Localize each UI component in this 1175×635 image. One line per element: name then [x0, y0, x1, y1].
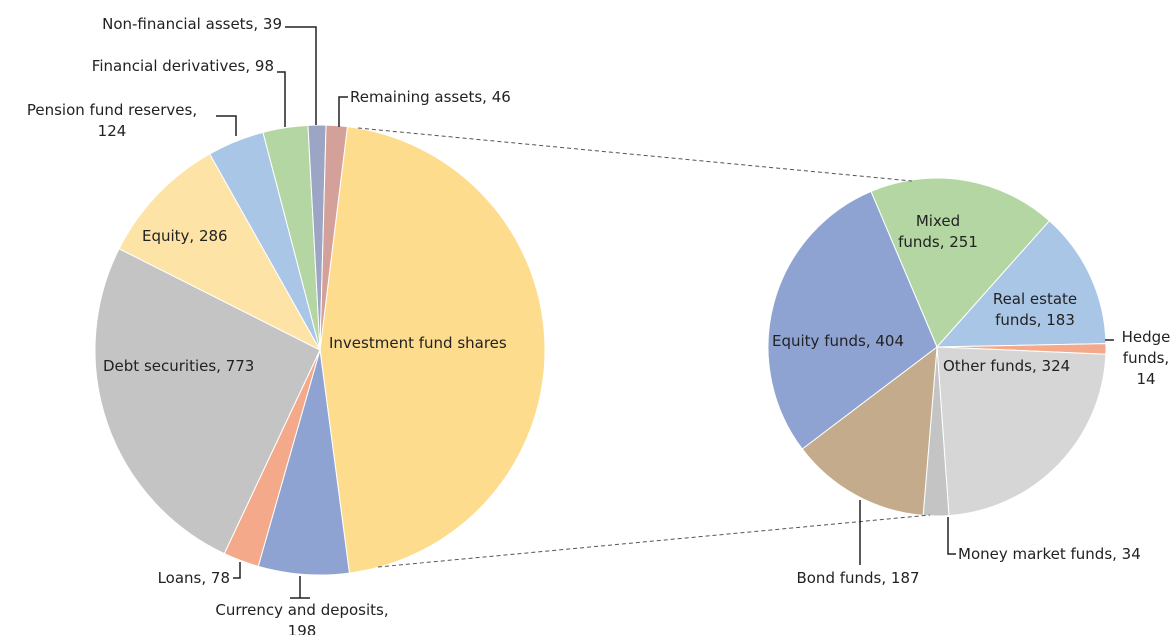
leader	[338, 96, 348, 127]
pie-slice	[767, 190, 938, 450]
pie	[767, 177, 1107, 517]
connector	[357, 127, 913, 182]
leader	[947, 517, 956, 555]
slice-label: Pension fund reserves, 124	[27, 101, 197, 140]
slice-label: Other funds, 324	[943, 357, 1070, 375]
pie-slice	[801, 345, 938, 516]
slice-label: Mixed funds, 251	[898, 212, 978, 251]
pie-slice	[94, 248, 321, 555]
pie-slice	[936, 346, 1107, 517]
pie-slice	[319, 126, 546, 574]
slice-label: Money market funds, 34	[958, 545, 1141, 563]
leader	[233, 562, 241, 579]
slice-label: Investment fund shares	[329, 334, 507, 352]
leader	[216, 115, 237, 136]
leader	[277, 71, 286, 127]
slice-label: Remaining assets, 46	[350, 88, 511, 106]
pie-slice	[118, 153, 322, 352]
slice-label: Loans, 78	[158, 569, 230, 587]
slice-label: Currency and deposits, 198	[215, 601, 388, 635]
slice-label: Non-financial assets, 39	[102, 15, 282, 33]
slice-label: Real estate funds, 183	[993, 290, 1077, 329]
leader	[285, 26, 317, 125]
slice-label: Equity funds, 404	[772, 332, 904, 350]
slice-label: Financial derivatives, 98	[92, 57, 274, 75]
pie	[94, 124, 546, 576]
connector	[377, 514, 931, 568]
leaders	[216, 26, 1114, 599]
slice-label: Equity, 286	[142, 227, 228, 245]
slice-label: Bond funds, 187	[796, 569, 919, 587]
pie-slice	[870, 177, 1051, 348]
pie-slice	[319, 124, 348, 351]
pie-slice	[935, 220, 1107, 348]
slice-label: Debt securities, 773	[103, 357, 254, 375]
slice-label: Hedge funds, 14	[1122, 328, 1171, 388]
